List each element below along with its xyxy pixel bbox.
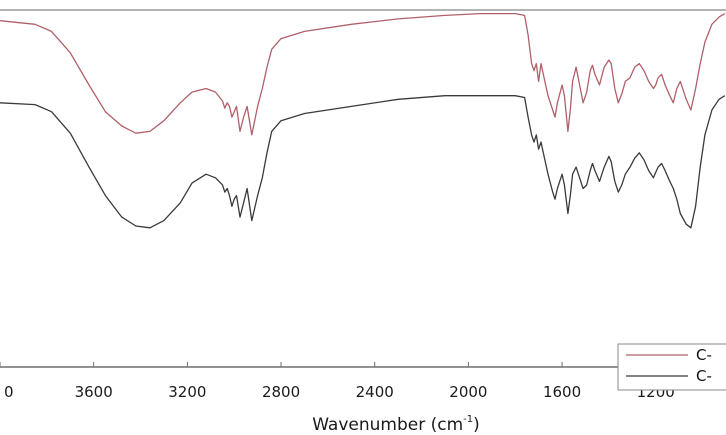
x-axis-title-superscript: -1 <box>463 414 473 425</box>
x-tick-label-2400: 2400 <box>356 383 394 401</box>
x-tick-label-3200: 3200 <box>168 383 206 401</box>
legend-label-series-2: C- <box>696 367 712 385</box>
x-tick-label-2000: 2000 <box>449 383 487 401</box>
x-axis-title: Wavenumber (cm-1) <box>312 414 480 435</box>
plot-lines <box>0 12 726 229</box>
x-axis-title-close: ) <box>473 415 480 435</box>
legend: C- C- <box>617 343 726 391</box>
x-tick-label-4000: 0 <box>4 383 14 401</box>
x-tick-label-3600: 3600 <box>75 383 113 401</box>
legend-box <box>617 343 726 391</box>
series-line-2 <box>0 95 726 229</box>
x-tick-label-1600: 1600 <box>543 383 581 401</box>
x-axis-title-main: Wavenumber (cm <box>312 415 463 435</box>
x-axis-tick-labels: 0 3600 3200 2800 2400 2000 1600 1200 <box>4 383 675 401</box>
x-tick-label-2800: 2800 <box>262 383 300 401</box>
legend-label-series-1: C- <box>696 346 712 364</box>
series-line-1 <box>0 12 726 136</box>
